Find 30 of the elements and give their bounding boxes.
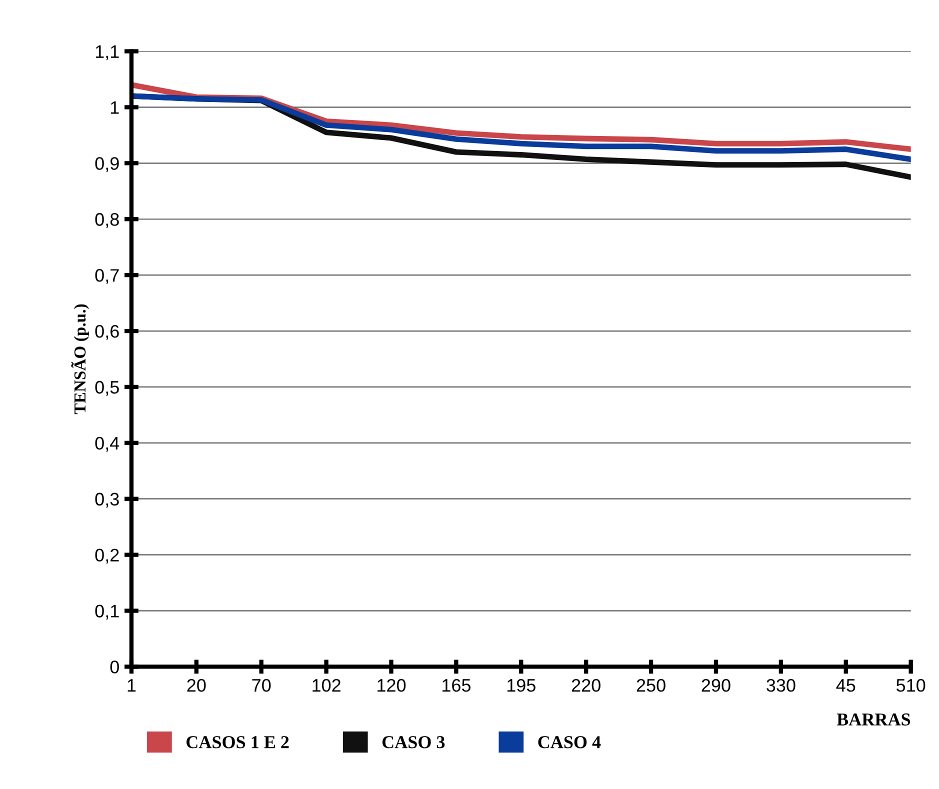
x-tick-label: 195 [507, 678, 536, 692]
y-tick-label: 1,1 [96, 45, 119, 60]
x-tick-label: 290 [702, 678, 730, 692]
y-tick-label: 0,1 [95, 604, 119, 620]
legend-label: CASO 4 [538, 736, 601, 748]
y-tick-label: 0,7 [95, 269, 119, 284]
x-tick-label: 250 [636, 678, 666, 692]
legend-label: CASO 3 [382, 736, 445, 748]
y-tick-label: 1 [110, 101, 119, 114]
x-tick-label: 20 [187, 678, 206, 692]
legend-label: CASOS 1 E 2 [186, 736, 289, 748]
x-tick-label: 45 [836, 679, 856, 692]
y-tick-label: 0,8 [95, 213, 119, 228]
y-tick-label: 0,9 [95, 157, 119, 172]
x-tick-label: 102 [312, 678, 340, 692]
y-axis-title: TENSÃO (p.u.) [71, 304, 89, 414]
x-tick-label: 120 [378, 678, 406, 692]
x-tick-label: 165 [442, 678, 471, 692]
x-tick-label: 1 [128, 679, 136, 692]
y-tick-label: 0,2 [95, 548, 119, 564]
x-tick-label: 330 [766, 678, 796, 692]
y-tick-label: 0,4 [95, 436, 120, 452]
x-tick-label: 510 [896, 678, 926, 692]
x-tick-label: 70 [252, 678, 271, 692]
y-tick-label: 0 [110, 660, 119, 674]
x-tick-label: 220 [572, 678, 600, 692]
x-axis-title: BARRAS [836, 713, 910, 726]
y-tick-label: 0,3 [95, 492, 119, 508]
y-tick-label: 0,6 [95, 324, 119, 340]
y-tick-label: 0,5 [95, 380, 119, 396]
